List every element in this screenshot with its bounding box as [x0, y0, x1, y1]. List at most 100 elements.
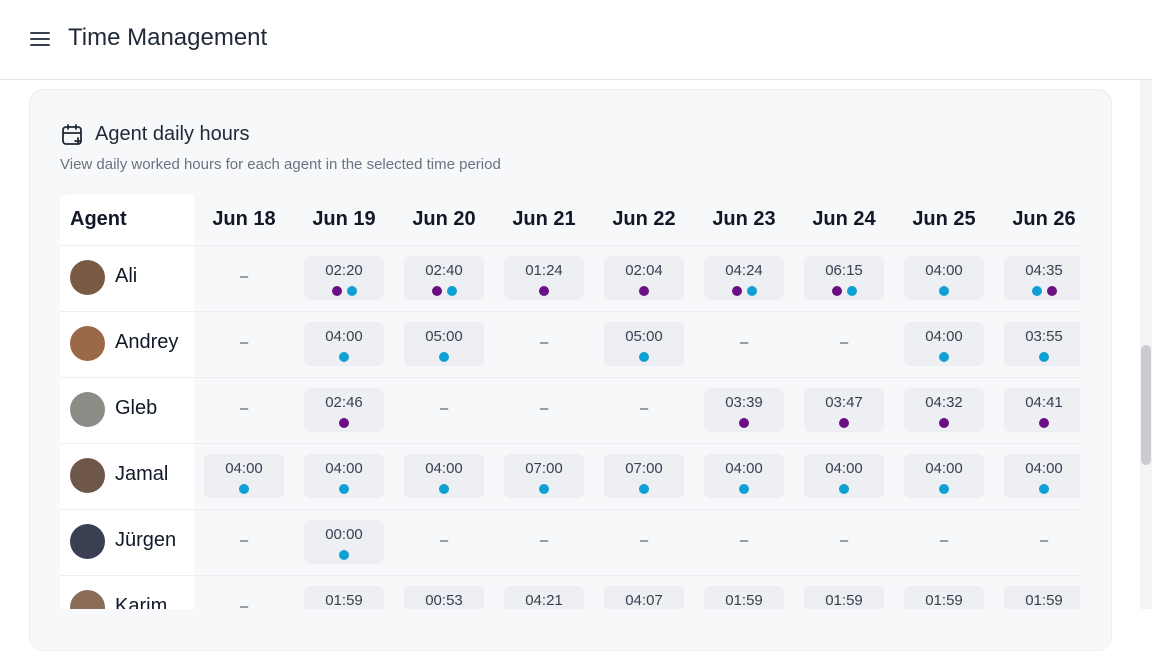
status-dot	[539, 286, 549, 296]
hours-value: 03:47	[825, 394, 863, 411]
hours-cell	[1004, 256, 1080, 300]
status-dot	[439, 352, 449, 362]
agent-name: Gleb	[115, 397, 158, 419]
hours-value: 05:00	[425, 328, 463, 345]
column-header: Jun 26	[1012, 208, 1076, 230]
hours-cell	[704, 256, 784, 300]
hours-value: 02:46	[325, 394, 363, 411]
avatar	[70, 524, 105, 559]
column-header: Jun 21	[512, 208, 576, 230]
card	[29, 89, 1112, 651]
agent-name: Karim	[115, 595, 168, 609]
hours-value: 04:00	[725, 460, 763, 477]
avatar	[70, 458, 105, 493]
status-dot	[839, 418, 849, 428]
column-header: Jun 23	[712, 208, 776, 230]
hours-value: –	[839, 532, 849, 549]
column-header: Jun 22	[612, 208, 676, 230]
hours-value: 07:00	[625, 460, 663, 477]
hours-value: 04:00	[925, 262, 963, 279]
hours-value: 04:00	[925, 328, 963, 345]
hours-value: –	[239, 268, 249, 285]
hours-value: –	[739, 532, 749, 549]
hours-value: –	[939, 532, 949, 549]
hours-value: 04:32	[925, 394, 963, 411]
row-separator	[60, 509, 1080, 510]
status-dot	[739, 484, 749, 494]
page-title: Time Management	[68, 24, 268, 51]
header: Time Management	[0, 0, 1152, 80]
status-dot	[939, 286, 949, 296]
status-dot	[731, 286, 742, 296]
hours-value: 02:04	[625, 262, 663, 279]
column-header: Jun 25	[912, 208, 976, 230]
hours-value: 00:53	[425, 592, 463, 609]
status-dot	[846, 286, 857, 296]
column-header: Jun 18	[212, 208, 276, 230]
scrollbar-thumb[interactable]	[1141, 345, 1151, 465]
hours-cell	[804, 256, 884, 300]
hours-value: 07:00	[525, 460, 563, 477]
row-separator	[60, 575, 1080, 576]
status-dot	[339, 550, 349, 560]
status-dot	[746, 286, 757, 296]
hours-value: 04:21	[525, 592, 563, 609]
column-header: Jun 19	[312, 208, 376, 230]
status-dot	[346, 286, 357, 296]
agent-name: Andrey	[115, 331, 179, 353]
status-dot	[939, 418, 949, 428]
hours-value: –	[639, 400, 649, 417]
status-dot	[1031, 286, 1042, 296]
status-dot	[539, 484, 549, 494]
status-dot	[839, 484, 849, 494]
status-dot	[331, 286, 342, 296]
hours-cell	[304, 586, 384, 609]
hours-value: 02:20	[325, 262, 363, 279]
status-dot	[1039, 418, 1049, 428]
hours-cell	[504, 586, 584, 609]
hours-value: 01:59	[1025, 592, 1063, 609]
hours-value: 04:07	[625, 592, 663, 609]
hours-value: 03:39	[725, 394, 763, 411]
column-header: Jun 20	[412, 208, 476, 230]
hours-cell	[804, 586, 884, 609]
hours-value: 04:00	[925, 460, 963, 477]
hours-value: –	[539, 334, 549, 351]
hours-value: 02:40	[425, 262, 463, 279]
column-header: Jun 24	[812, 208, 876, 230]
status-dot	[831, 286, 842, 296]
hours-table: Agent Jun 18 Jun 19 Jun 20 Jun 21 Jun 22 Jun …	[60, 195, 1080, 609]
hours-cell	[304, 256, 384, 300]
hours-cell	[1004, 586, 1080, 609]
column-header: Agent	[70, 208, 127, 230]
hours-value: 04:00	[1025, 460, 1063, 477]
hours-value: 01:59	[725, 592, 763, 609]
hours-value: –	[639, 532, 649, 549]
hours-cell	[604, 586, 684, 609]
status-dot	[439, 484, 449, 494]
hours-value: 01:59	[325, 592, 363, 609]
hours-value: 04:41	[1025, 394, 1063, 411]
hours-value: –	[239, 598, 249, 609]
hours-cell	[704, 586, 784, 609]
hours-value: 00:00	[325, 526, 363, 543]
status-dot	[939, 352, 949, 362]
hours-value: –	[539, 400, 549, 417]
hours-value: 04:00	[225, 460, 263, 477]
status-dot	[446, 286, 457, 296]
hours-value: 01:59	[925, 592, 963, 609]
hours-value: 01:59	[825, 592, 863, 609]
menu-button[interactable]	[30, 29, 50, 49]
hours-value: –	[239, 334, 249, 351]
hours-value: 06:15	[825, 262, 863, 279]
hours-value: 04:00	[825, 460, 863, 477]
hours-value: 04:35	[1025, 262, 1063, 279]
hours-value: 04:00	[325, 328, 363, 345]
status-dot	[1046, 286, 1057, 296]
calendar-icon	[62, 124, 82, 145]
avatar	[70, 590, 105, 609]
hours-value: –	[839, 334, 849, 351]
hours-value: 04:00	[325, 460, 363, 477]
hours-value: 04:00	[425, 460, 463, 477]
